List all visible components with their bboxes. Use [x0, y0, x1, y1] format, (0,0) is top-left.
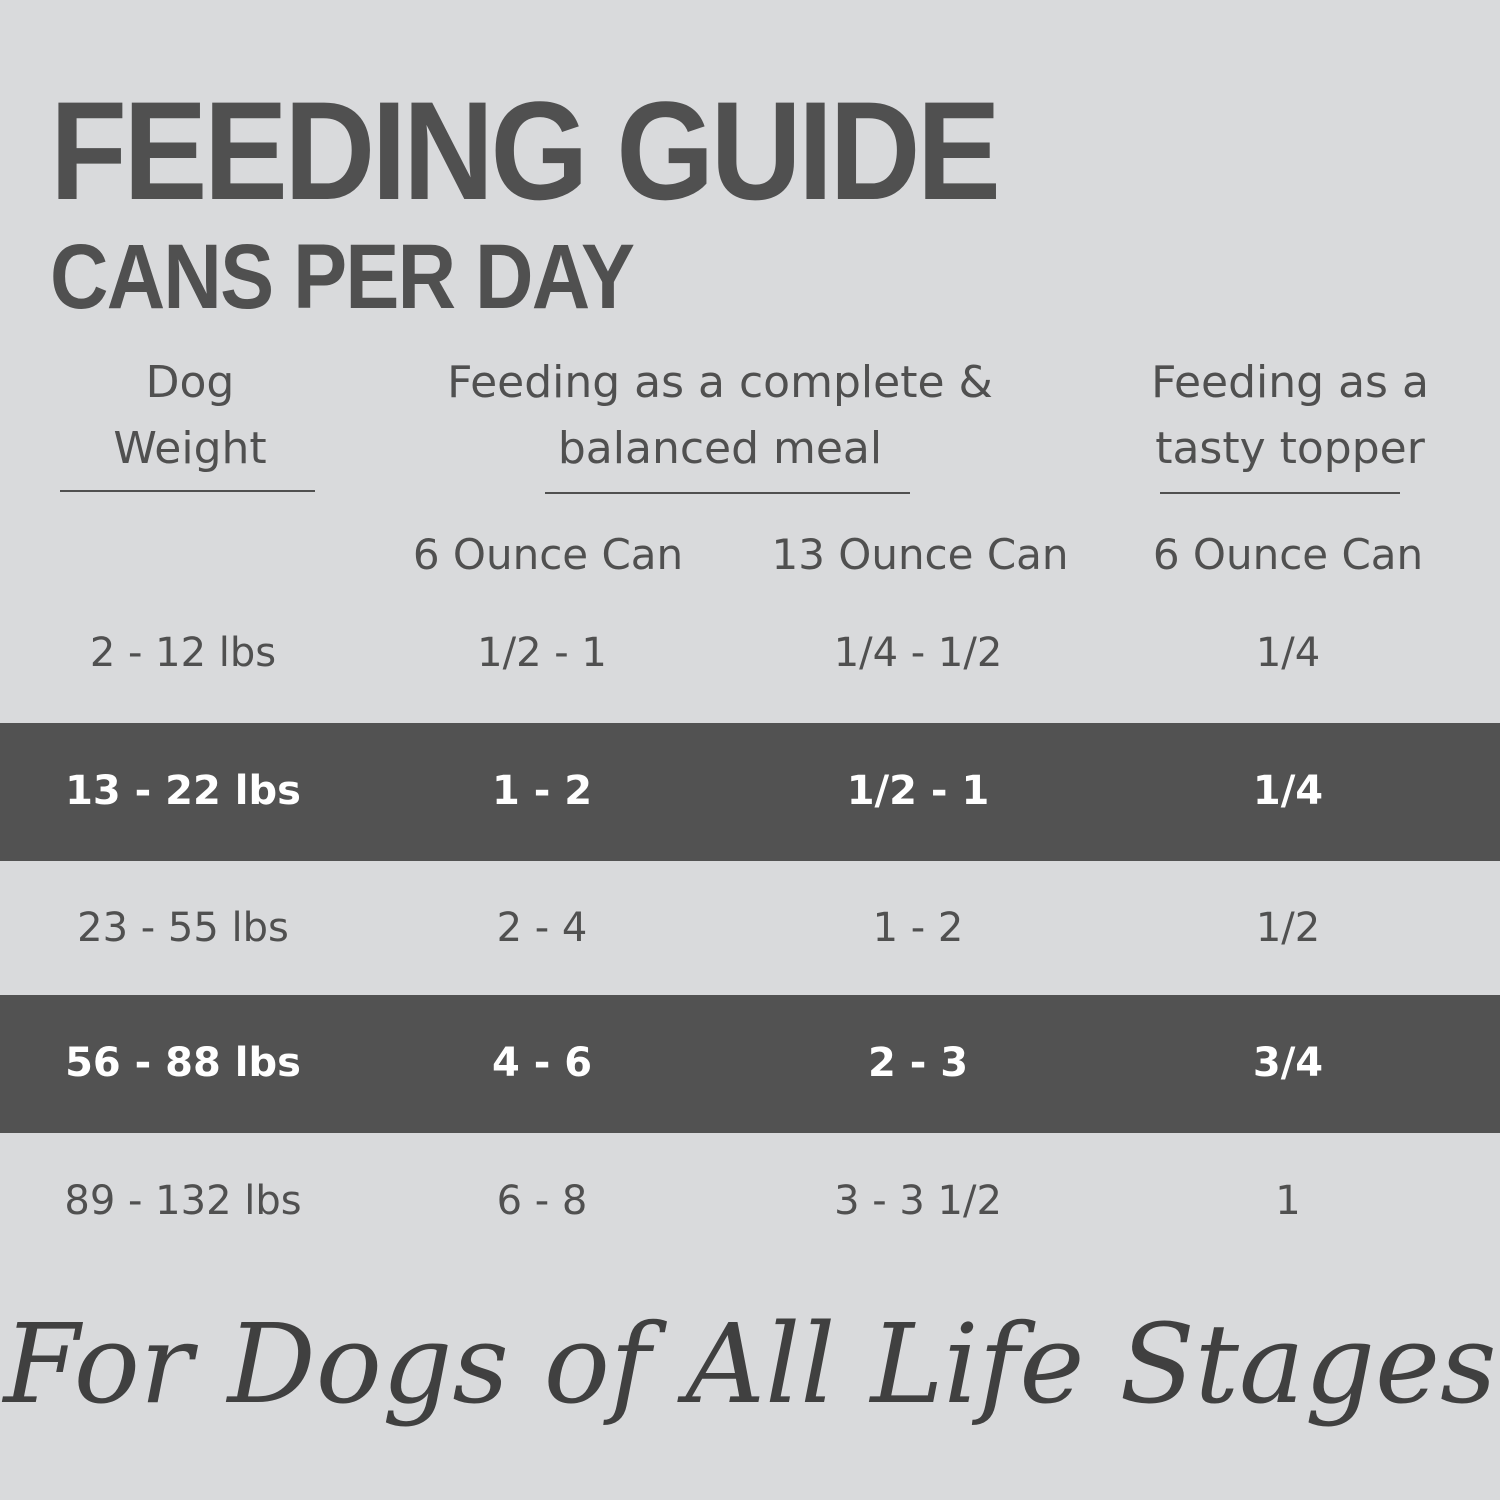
sub-header: 6 Ounce Can [412, 530, 684, 579]
rule [1160, 492, 1400, 494]
cell: 89 - 132 lbs [64, 1178, 302, 1224]
sub-header: 6 Ounce Can [1152, 530, 1424, 579]
cell: 56 - 88 lbs [65, 1040, 301, 1086]
cell: 2 - 12 lbs [89, 630, 277, 676]
cell: 13 - 22 lbs [65, 768, 301, 814]
cell: 1 - 2 [872, 905, 964, 951]
cell: 1/2 - 1 [477, 630, 607, 676]
group-header: Feeding as a complete & balanced meal [447, 357, 993, 474]
row-band [0, 723, 1500, 861]
cell: 1/2 [1255, 905, 1321, 951]
group-header: Dog Weight [113, 357, 267, 474]
cell: 3/4 [1252, 1040, 1324, 1086]
cell: 3 - 3 1/2 [834, 1178, 1002, 1224]
cell: 1/2 - 1 [846, 768, 990, 814]
rule [545, 492, 910, 494]
cell: 2 - 4 [496, 905, 588, 951]
cell: 23 - 55 lbs [77, 905, 289, 951]
cell: 1 - 2 [491, 768, 593, 814]
group-header: Feeding as a tasty topper [1151, 357, 1429, 474]
cell: 1/4 [1255, 630, 1321, 676]
cell: 1 [1275, 1178, 1301, 1224]
cell: 6 - 8 [496, 1178, 588, 1224]
cell: 2 - 3 [867, 1040, 969, 1086]
rule [60, 490, 315, 492]
cell: 4 - 6 [491, 1040, 593, 1086]
tagline: For Dogs of All Life Stages [3, 1300, 1497, 1428]
cell: 1/4 [1252, 768, 1324, 814]
row-band [0, 995, 1500, 1133]
sub-header: 13 Ounce Can [771, 530, 1069, 579]
subtitle: CANS PER DAY [50, 226, 635, 328]
title: FEEDING GUIDE [50, 72, 1001, 229]
cell: 1/4 - 1/2 [833, 630, 1003, 676]
